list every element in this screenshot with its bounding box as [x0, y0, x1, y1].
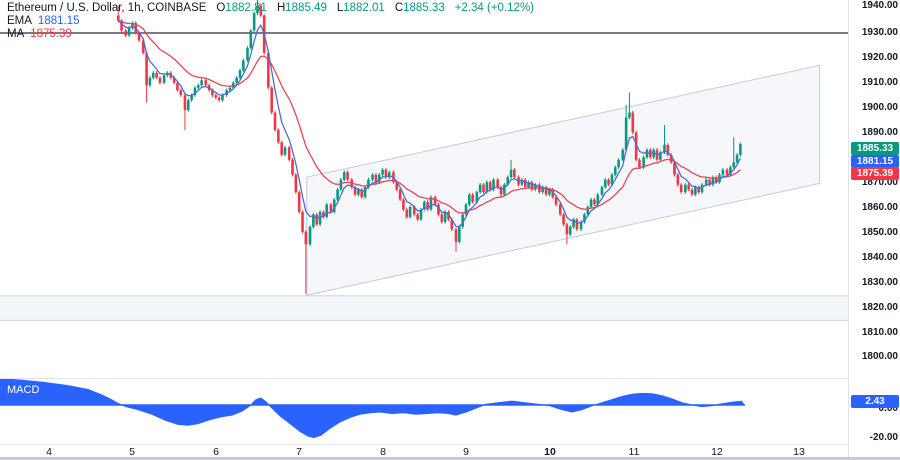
time-axis-label-7: 7: [296, 446, 302, 458]
ma-label: MA: [7, 28, 25, 40]
price-axis-label: 1800.00: [861, 351, 898, 362]
close-label: C: [394, 2, 404, 14]
close-value: 1885.33: [403, 2, 445, 14]
change-value: +2.34 (+0.12%): [454, 2, 534, 14]
time-axis-label-9: 9: [463, 446, 469, 458]
price-axis-label: 1900.00: [861, 102, 898, 113]
time-axis-label-6: 6: [213, 446, 219, 458]
time-axis-label-10: 10: [544, 446, 556, 458]
price-axis-label: 1840.00: [861, 252, 898, 263]
price-axis-label: 1820.00: [861, 302, 898, 313]
macd-current-value: 2.43: [47, 384, 69, 396]
price-axis-label: 1830.00: [861, 277, 898, 288]
main-chart-canvas[interactable]: [0, 0, 848, 378]
open-label: O: [216, 2, 226, 14]
price-axis-label: 1850.00: [861, 227, 898, 238]
parallel-channel-drawing[interactable]: [306, 64, 821, 296]
window-bottom-edge: [0, 457, 900, 460]
price-axis-label: 1810.00: [861, 327, 898, 338]
macd-label: MACD: [7, 384, 40, 396]
last-price-badge: 1885.33: [851, 141, 899, 155]
price-axis-label: 1920.00: [861, 52, 898, 63]
macd-chart-canvas[interactable]: [0, 379, 848, 444]
time-axis-label-5: 5: [129, 446, 135, 458]
high-value: 1885.49: [285, 2, 327, 14]
time-axis-label-12: 12: [711, 446, 723, 458]
ema-value: 1881.15: [37, 15, 80, 27]
ma-price-badge: 1875.39: [851, 166, 899, 180]
price-axis-label: 1890.00: [861, 127, 898, 138]
macd-legend[interactable]: MACD 2.43: [7, 384, 69, 396]
macd-area: [0, 379, 745, 438]
time-axis-separator: [0, 444, 848, 445]
macd-line: [0, 379, 743, 439]
price-axis-label: 0.00: [878, 403, 898, 414]
low-label: L: [336, 2, 344, 14]
price-axis-label: -20.00: [869, 432, 898, 443]
time-axis-label-11: 11: [628, 446, 640, 458]
time-axis-label-8: 8: [380, 446, 386, 458]
price-axis-label: 1870.00: [861, 177, 898, 188]
price-axis-label: 1860.00: [861, 202, 898, 213]
symbol-title: Ethereum / U.S. Dollar, 1h, COINBASE: [7, 2, 207, 14]
price-axis-label: 1910.00: [861, 77, 898, 88]
macd-value-badge: 2.43: [851, 394, 899, 408]
ema-label: EMA: [7, 15, 32, 27]
support-zone[interactable]: [0, 295, 848, 321]
time-axis-label-4: 4: [46, 446, 52, 458]
time-axis[interactable]: 4 5 6 7 8 9 10 11 12 13: [0, 445, 848, 458]
high-label: H: [276, 2, 286, 14]
price-axis-label: 1940.00: [861, 0, 898, 11]
legend-symbol-row[interactable]: Ethereum / U.S. Dollar, 1h, COINBASE O188…: [7, 2, 534, 15]
time-axis-label-13: 13: [793, 446, 805, 458]
pane-separator[interactable]: [0, 378, 848, 379]
open-value: 1882.81: [225, 2, 267, 14]
ma-line[interactable]: [118, 19, 741, 214]
price-axis[interactable]: 1940.00 1930.00 1920.00 1910.00 1900.00 1890.…: [848, 0, 900, 457]
ema-line[interactable]: [117, 20, 741, 228]
legend-ma-row[interactable]: MA 1875.39: [7, 28, 534, 41]
ema-price-badge: 1881.15: [851, 154, 899, 168]
price-axis-label: 1930.00: [861, 27, 898, 38]
low-value: 1882.01: [343, 2, 385, 14]
chart-legend: Ethereum / U.S. Dollar, 1h, COINBASE O188…: [7, 2, 534, 41]
ma-value: 1875.39: [30, 28, 72, 40]
legend-ema-row[interactable]: EMA 1881.15: [7, 15, 534, 28]
